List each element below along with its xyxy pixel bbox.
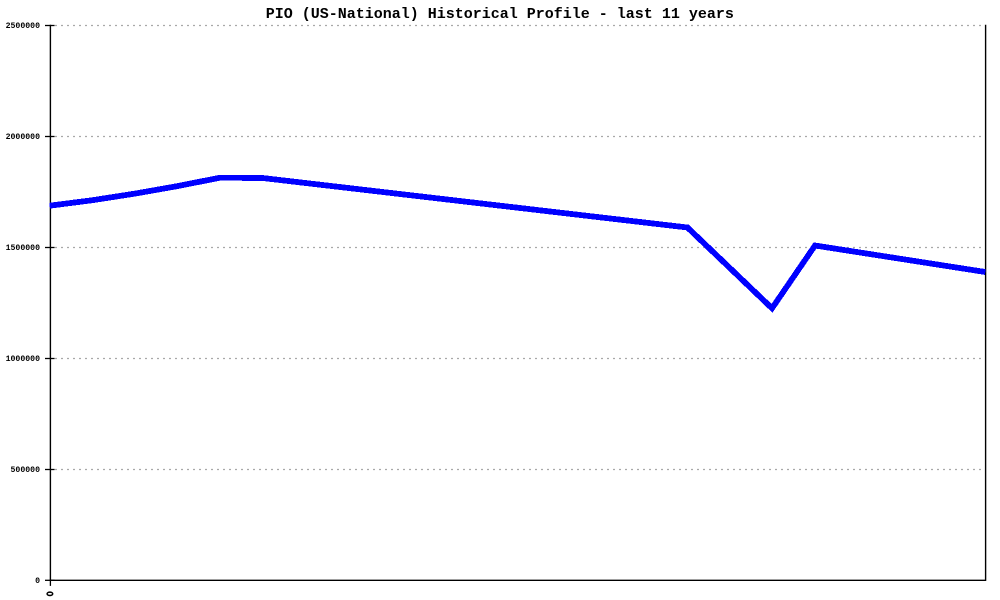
svg-text:0: 0	[35, 577, 40, 586]
svg-text:1500000: 1500000	[6, 244, 40, 253]
svg-text:2000000: 2000000	[6, 133, 40, 142]
svg-text:PIO (US-National) Historical P: PIO (US-National) Historical Profile - l…	[266, 6, 734, 23]
svg-text:2500000: 2500000	[6, 22, 40, 31]
svg-text:500000: 500000	[11, 466, 41, 475]
svg-text:1000000: 1000000	[6, 355, 40, 364]
